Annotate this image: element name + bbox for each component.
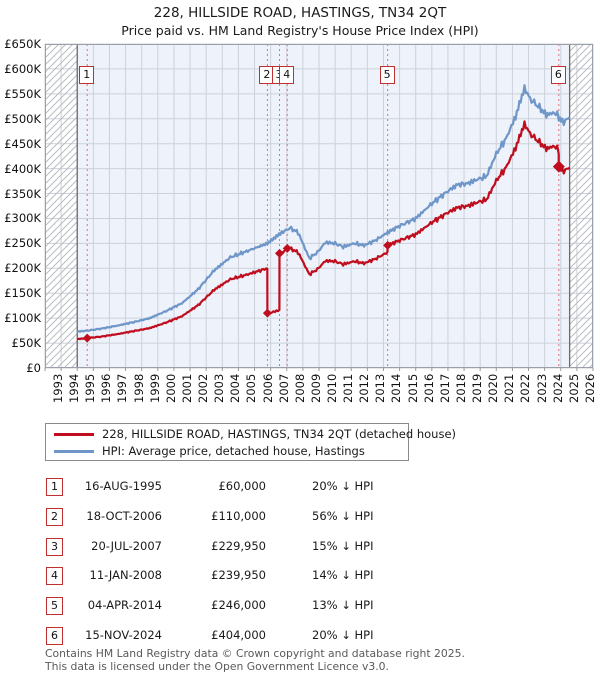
- x-tick-label: 2002: [196, 373, 211, 403]
- sale-date: 16-AUG-1995: [84, 479, 162, 493]
- sale-row-3: 3 20-JUL-2007 £229,950 15% ↓ HPI: [0, 533, 600, 563]
- x-tick-label: 1998: [131, 373, 146, 403]
- y-tick-label: £300K: [4, 211, 41, 226]
- sale-number-badge: 6: [46, 627, 63, 645]
- y-tick-label: £550K: [4, 86, 41, 101]
- y-tick-label: £600K: [4, 61, 41, 76]
- legend-label-property: 228, HILLSIDE ROAD, HASTINGS, TN34 2QT (…: [102, 427, 457, 441]
- x-tick-label: 2005: [244, 373, 259, 403]
- sale-number-badge: 3: [46, 537, 63, 556]
- sale-price: £60,000: [218, 479, 266, 493]
- x-tick-label: 2008: [292, 373, 307, 403]
- x-tick-label: 2025: [566, 373, 581, 403]
- sale-price: £246,000: [211, 598, 266, 613]
- sale-row-5: 5 04-APR-2014 £246,000 13% ↓ HPI: [0, 592, 600, 622]
- sale-hpi-comparison: 20% ↓ HPI: [312, 628, 374, 642]
- sale-row-4: 4 11-JAN-2008 £239,950 14% ↓ HPI: [0, 562, 600, 592]
- x-tick-label: 2010: [325, 373, 339, 403]
- x-tick-label: 2023: [534, 373, 549, 403]
- sale-price: £110,000: [211, 508, 266, 523]
- y-tick-label: £150K: [4, 286, 41, 301]
- x-tick-label: 2019: [470, 373, 485, 403]
- sale-date: 15-NOV-2024: [85, 628, 162, 642]
- sale-hpi-comparison: 56% ↓ HPI: [312, 508, 374, 523]
- y-tick-label: £500K: [4, 111, 41, 126]
- sale-price: £239,950: [211, 568, 266, 583]
- x-tick-label: 2021: [502, 373, 517, 403]
- sale-hpi-comparison: 15% ↓ HPI: [312, 538, 374, 553]
- sale-hpi-comparison: 13% ↓ HPI: [312, 598, 374, 613]
- sale-date: 11-JAN-2008: [89, 568, 163, 583]
- legend-row-property: 228, HILLSIDE ROAD, HASTINGS, TN34 2QT (…: [46, 425, 456, 443]
- legend-label-hpi: HPI: Average price, detached house, Hast…: [102, 444, 365, 458]
- sale-row-6: 6 15-NOV-2024 £404,000 20% ↓ HPI: [0, 622, 600, 652]
- y-tick-label: £650K: [4, 37, 41, 51]
- x-tick-label: 2012: [357, 373, 372, 403]
- x-tick-label: 2003: [212, 373, 227, 403]
- legend-row-hpi: HPI: Average price, detached house, Hast…: [46, 442, 408, 460]
- x-tick-label: 2017: [437, 373, 452, 403]
- sale-marker-4: 4: [279, 66, 295, 84]
- page-subtitle: Price paid vs. HM Land Registry's House …: [121, 23, 479, 38]
- x-tick-label: 2006: [260, 373, 275, 403]
- x-tick-label: 2014: [389, 373, 404, 403]
- x-tick-label: 2022: [518, 373, 533, 403]
- license-footer: Contains HM Land Registry data © Crown c…: [45, 647, 590, 673]
- y-tick-label: £50K: [11, 336, 42, 351]
- x-tick-label: 2000: [163, 373, 178, 403]
- sale-date: 20-JUL-2007: [91, 538, 162, 553]
- y-tick-label: £250K: [4, 236, 41, 251]
- sale-hpi-comparison: 14% ↓ HPI: [312, 568, 374, 583]
- x-tick-label: 2004: [228, 373, 243, 403]
- chart-legend: 228, HILLSIDE ROAD, HASTINGS, TN34 2QT (…: [45, 423, 456, 461]
- y-tick-label: £0: [26, 361, 41, 375]
- x-tick-label: 2015: [405, 373, 420, 403]
- footer-line-1: Contains HM Land Registry data © Crown c…: [45, 647, 465, 660]
- x-tick-label: 1995: [83, 373, 98, 403]
- x-tick-label: 2009: [308, 373, 323, 403]
- sale-number-badge: 5: [46, 597, 63, 616]
- x-tick-label: 2013: [373, 373, 388, 403]
- y-tick-label: £350K: [4, 186, 41, 201]
- sale-row-2: 2 18-OCT-2006 £110,000 56% ↓ HPI: [0, 503, 600, 533]
- property-line-swatch: [54, 433, 94, 436]
- x-tick-label: 1996: [99, 373, 114, 403]
- sale-number-badge: 4: [46, 567, 63, 586]
- sale-number-badge: 1: [46, 478, 63, 496]
- footer-line-2: This data is licensed under the Open Gov…: [45, 659, 389, 673]
- sale-marker-1: 1: [79, 66, 95, 84]
- x-tick-label: 2011: [341, 373, 356, 403]
- sale-date: 18-OCT-2006: [86, 508, 162, 523]
- sale-hpi-comparison: 20% ↓ HPI: [312, 479, 374, 493]
- sale-price: £404,000: [211, 628, 266, 642]
- x-tick-label: 2024: [550, 373, 565, 403]
- x-tick-label: 1999: [147, 373, 162, 403]
- y-tick-label: £450K: [4, 136, 41, 151]
- sale-marker-6: 6: [550, 66, 566, 84]
- page-title: 228, HILLSIDE ROAD, HASTINGS, TN34 2QT: [153, 5, 447, 21]
- x-tick-label: 2018: [453, 373, 468, 403]
- x-tick-label: 2007: [276, 373, 291, 403]
- sale-price: £229,950: [211, 538, 266, 553]
- x-tick-label: 1997: [115, 373, 130, 403]
- price-chart-plot: [44, 43, 594, 371]
- sale-marker-5: 5: [379, 66, 395, 84]
- x-tick-label: 1993: [51, 373, 65, 403]
- hpi-line-swatch: [54, 450, 94, 453]
- sale-date: 04-APR-2014: [87, 598, 162, 613]
- sale-marker-2: 2: [259, 66, 275, 84]
- x-tick-label: 2016: [421, 373, 436, 403]
- x-tick-label: 2020: [486, 373, 501, 403]
- x-tick-label: 2001: [179, 373, 194, 403]
- y-tick-label: £200K: [4, 261, 41, 276]
- x-tick-label: 1994: [67, 373, 82, 403]
- y-tick-label: £400K: [4, 161, 41, 176]
- y-tick-label: £100K: [4, 311, 41, 326]
- sales-table: 1 16-AUG-1995 £60,000 20% ↓ HPI 2 18-OCT-2006…: [0, 473, 600, 648]
- sale-number-badge: 2: [46, 507, 63, 526]
- sale-row-1: 1 16-AUG-1995 £60,000 20% ↓ HPI: [0, 473, 600, 503]
- x-tick-label: 2026: [582, 373, 597, 403]
